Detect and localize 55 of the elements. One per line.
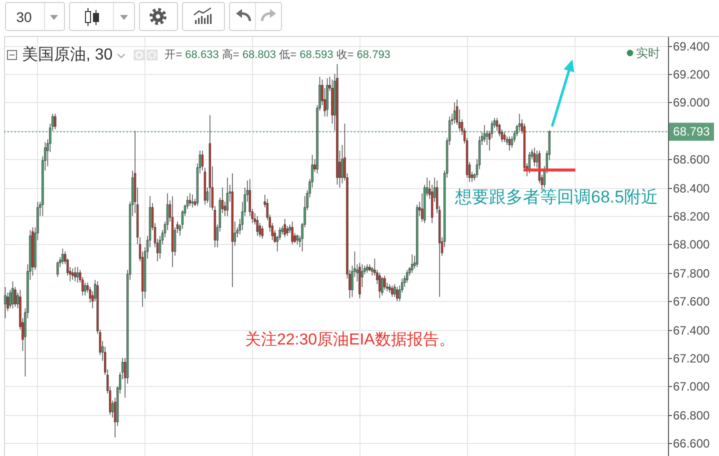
candlestick xyxy=(411,254,414,274)
candlestick xyxy=(191,194,194,208)
y-tick-label: 67.400 xyxy=(673,324,710,338)
candlestick xyxy=(54,113,56,130)
y-tick-label: 69.400 xyxy=(673,40,710,54)
candlestick xyxy=(226,177,229,216)
y-tick-label: 67.200 xyxy=(673,352,710,366)
candlestick xyxy=(396,286,398,302)
text: 美国原油, 30 xyxy=(22,46,113,64)
annotation: 关注22:30原油EIA数据报告。 xyxy=(245,330,455,348)
candlestick xyxy=(384,275,386,290)
candlestick xyxy=(503,132,506,143)
candlestick xyxy=(188,192,192,206)
candlestick xyxy=(56,261,59,278)
y-tick-label: 68.400 xyxy=(673,182,710,196)
y-tick-label: 69.200 xyxy=(673,68,710,82)
y-tick-label: 69.000 xyxy=(673,96,710,110)
candlestick xyxy=(528,152,531,174)
y-tick-label: 68.200 xyxy=(673,210,710,224)
candlestick xyxy=(14,286,16,308)
candlestick xyxy=(406,270,408,284)
candlestick xyxy=(72,268,74,280)
candlestick xyxy=(508,136,511,152)
y-tick-label: 68.600 xyxy=(673,152,710,166)
button-interval: 30 xyxy=(5,2,65,31)
candlestick xyxy=(453,102,456,124)
candlestick xyxy=(76,266,79,284)
candlestick xyxy=(261,226,264,240)
candlestick xyxy=(286,226,288,236)
candlestick xyxy=(256,216,258,236)
candlestick xyxy=(62,248,64,265)
y-tick-label: 67.000 xyxy=(673,380,710,394)
candlestick xyxy=(12,280,14,309)
y-tick-label: 67.800 xyxy=(673,266,710,280)
candlestick xyxy=(284,218,286,238)
annotation: 实时 xyxy=(636,46,660,60)
y-tick-label: 68.000 xyxy=(673,238,710,252)
candlestick xyxy=(74,266,76,282)
y-tick-label: 67.600 xyxy=(673,294,710,308)
candlestick xyxy=(533,147,536,167)
ref-line-label: 68.793 xyxy=(673,124,710,139)
candlestick xyxy=(296,234,298,245)
candlestick xyxy=(394,284,396,298)
candlestick xyxy=(381,276,384,296)
candlestick xyxy=(378,272,381,299)
candlestick xyxy=(341,144,344,184)
annotation: 想要跟多者等回调68.5附近 xyxy=(454,188,658,206)
candlestick xyxy=(4,286,6,319)
candlestick xyxy=(291,221,294,245)
y-tick-label: 66.600 xyxy=(673,436,710,450)
candlestick xyxy=(483,124,486,143)
candlestick xyxy=(391,285,394,298)
y-tick-label: 66.800 xyxy=(673,408,710,422)
price-label: 68.793 xyxy=(669,122,714,141)
text: 开= 68.633 高= 68.803 低= 68.593 收= 68.793 xyxy=(164,48,390,61)
